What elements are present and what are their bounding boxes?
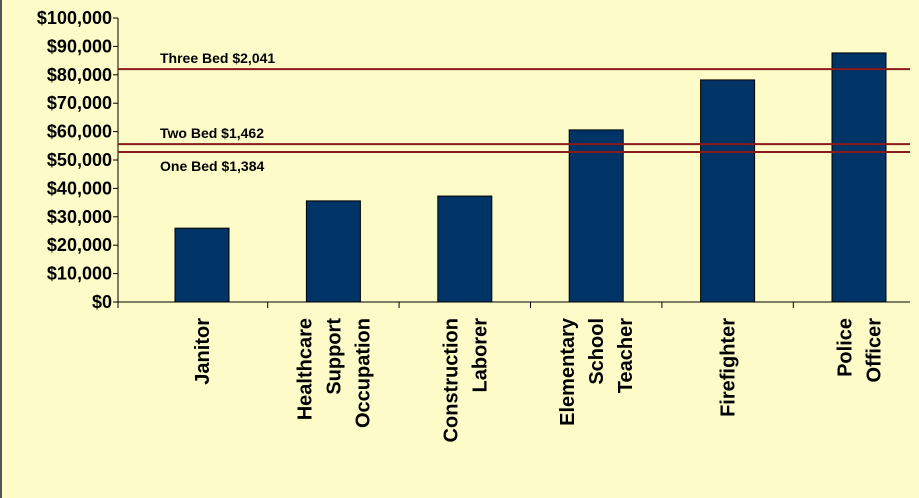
x-tick-label: Support <box>323 318 345 395</box>
x-tick-label: School <box>586 318 608 385</box>
y-tick-label: $100,000 <box>37 8 112 28</box>
bar <box>305 200 361 303</box>
x-tick-label: Construction <box>440 318 462 442</box>
bar <box>831 52 887 303</box>
x-tick-label: Elementary <box>557 317 579 426</box>
x-tick-label: Healthcare <box>294 318 316 420</box>
y-tick-label: $70,000 <box>47 93 112 113</box>
x-tick-label: Teacher <box>615 318 637 393</box>
x-tick-label: Laborer <box>469 318 491 393</box>
y-tick-label: $40,000 <box>47 178 112 198</box>
y-tick-label: $0 <box>92 292 112 312</box>
x-tick-label: Firefighter <box>718 318 740 417</box>
bar <box>700 79 756 303</box>
y-tick-label: $50,000 <box>47 150 112 170</box>
x-tick-label: Janitor <box>192 318 214 385</box>
bar <box>437 195 493 303</box>
x-tick-label: Occupation <box>352 318 374 428</box>
y-tick-label: $10,000 <box>47 264 112 284</box>
y-tick-label: $20,000 <box>47 235 112 255</box>
x-tick-label: Police <box>835 318 857 377</box>
bar <box>568 129 624 303</box>
y-tick-label: $80,000 <box>47 65 112 85</box>
reference-label: Two Bed $1,462 <box>160 125 264 141</box>
reference-label: One Bed $1,384 <box>160 158 264 174</box>
x-tick-label: Officer <box>864 318 886 383</box>
bar <box>174 227 230 303</box>
y-tick-label: $90,000 <box>47 36 112 56</box>
y-tick-label: $60,000 <box>47 122 112 142</box>
y-tick-label: $30,000 <box>47 207 112 227</box>
reference-label: Three Bed $2,041 <box>160 50 275 66</box>
